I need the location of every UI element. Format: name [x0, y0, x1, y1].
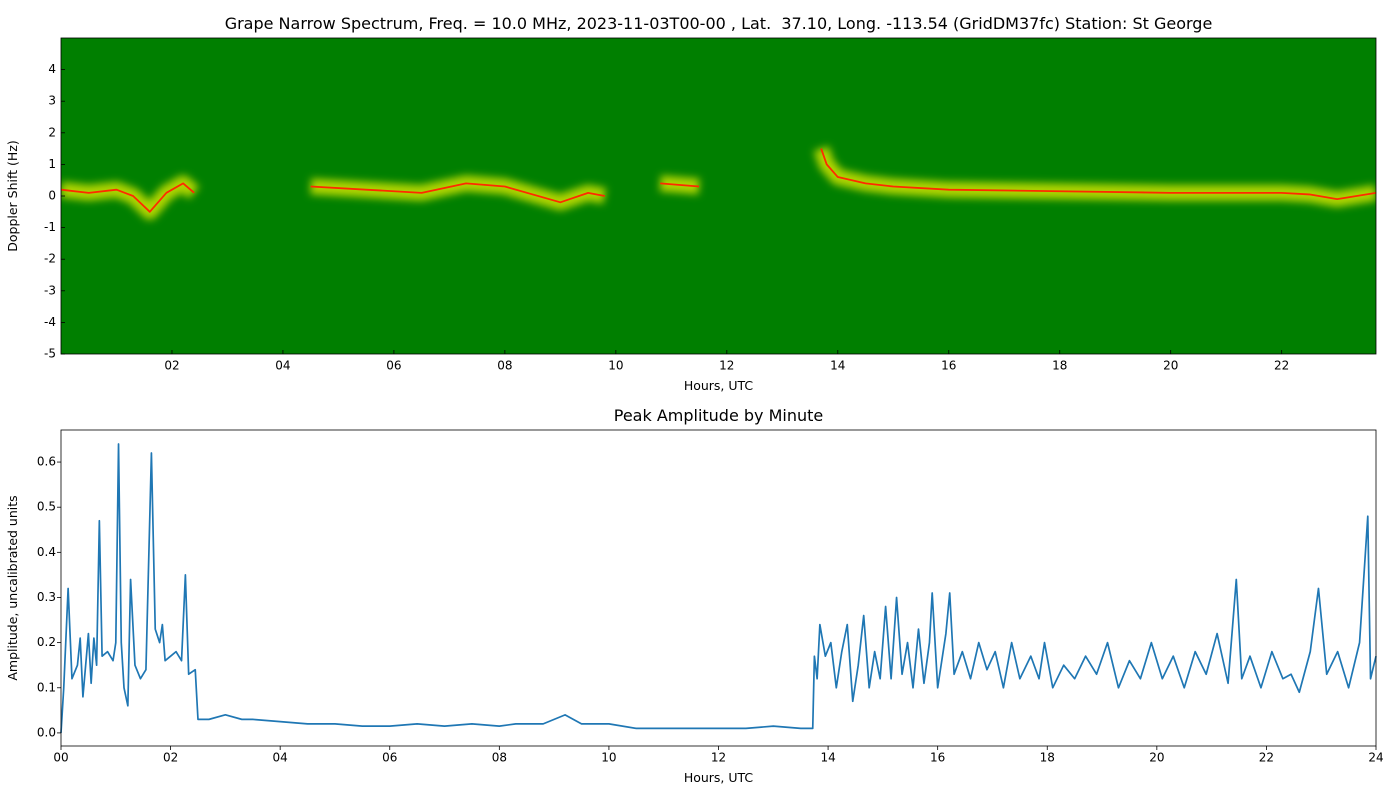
- y-tick-label: 0.3: [37, 590, 56, 604]
- x-tick-label: 02: [163, 751, 178, 765]
- x-tick-label: 18: [1052, 359, 1067, 373]
- x-tick-label: 10: [608, 359, 623, 373]
- x-tick-label: 04: [275, 359, 290, 373]
- x-tick-label: 06: [382, 751, 397, 765]
- y-axis-label: Doppler Shift (Hz): [5, 140, 20, 252]
- x-tick-label: 06: [386, 359, 401, 373]
- x-axis-label: Hours, UTC: [684, 378, 754, 393]
- y-axis-label: Amplitude, uncalibrated units: [5, 495, 20, 680]
- x-tick-label: 04: [273, 751, 288, 765]
- x-tick-label: 08: [497, 359, 512, 373]
- y-tick-label: 1: [48, 157, 56, 171]
- plot-frame: [60, 429, 1377, 747]
- x-tick-label: 14: [820, 751, 835, 765]
- y-tick-label: 0.2: [37, 635, 56, 649]
- x-tick-label: 20: [1163, 359, 1178, 373]
- y-tick-label: 2: [48, 125, 56, 139]
- x-tick-label: 20: [1149, 751, 1164, 765]
- x-tick-label: 00: [53, 751, 68, 765]
- x-tick-label: 16: [941, 359, 956, 373]
- chart-title: Peak Amplitude by Minute: [614, 406, 824, 425]
- x-axis-label: Hours, UTC: [684, 770, 754, 785]
- y-tick-label: 0.4: [37, 545, 56, 559]
- y-tick-label: 0.1: [37, 680, 56, 694]
- doppler-trace: [61, 148, 1376, 213]
- x-tick-label: 18: [1040, 751, 1055, 765]
- y-tick-label: 0.5: [37, 500, 56, 514]
- x-tick-label: 22: [1259, 751, 1274, 765]
- y-tick-label: -1: [44, 220, 56, 234]
- y-tick-label: 0.6: [37, 455, 56, 469]
- y-tick-label: 4: [48, 62, 56, 76]
- y-tick-label: -2: [44, 252, 56, 266]
- x-tick-label: 16: [930, 751, 945, 765]
- x-tick-label: 02: [164, 359, 179, 373]
- amplitude-line: [60, 443, 1377, 733]
- x-tick-label: 08: [492, 751, 507, 765]
- y-tick-label: 0: [48, 189, 56, 203]
- y-tick-label: -4: [44, 315, 56, 329]
- y-tick-label: -5: [44, 347, 56, 361]
- x-tick-label: 22: [1274, 359, 1289, 373]
- y-tick-label: 3: [48, 94, 56, 108]
- x-tick-label: 12: [719, 359, 734, 373]
- x-tick-label: 12: [711, 751, 726, 765]
- y-tick-label: 0.0: [37, 725, 56, 739]
- x-tick-label: 24: [1368, 751, 1383, 765]
- y-tick-label: -3: [44, 283, 56, 297]
- chart-title: Grape Narrow Spectrum, Freq. = 10.0 MHz,…: [225, 14, 1213, 33]
- x-tick-label: 14: [830, 359, 845, 373]
- x-tick-label: 10: [601, 751, 616, 765]
